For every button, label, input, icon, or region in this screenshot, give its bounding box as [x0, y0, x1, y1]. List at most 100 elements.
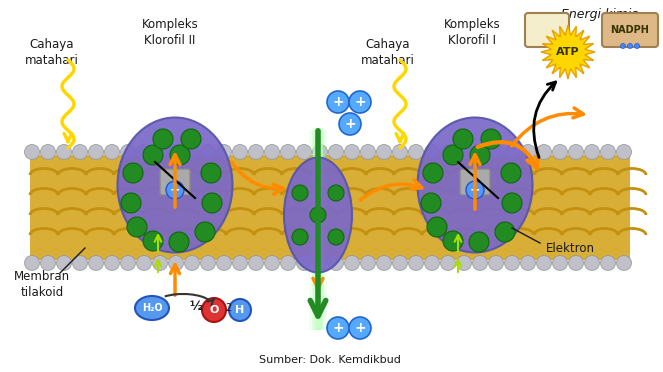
FancyBboxPatch shape — [160, 169, 190, 195]
Circle shape — [25, 256, 40, 270]
Text: ½: ½ — [190, 299, 202, 312]
Circle shape — [327, 317, 349, 339]
Circle shape — [469, 232, 489, 252]
Circle shape — [502, 193, 522, 213]
Circle shape — [568, 144, 583, 160]
Circle shape — [121, 256, 135, 270]
Circle shape — [233, 256, 247, 270]
Circle shape — [423, 163, 443, 183]
Circle shape — [292, 229, 308, 245]
Bar — [30, 155, 630, 260]
Circle shape — [152, 144, 168, 160]
Circle shape — [453, 129, 473, 149]
Circle shape — [56, 256, 72, 270]
FancyBboxPatch shape — [602, 13, 658, 47]
Circle shape — [505, 256, 520, 270]
Circle shape — [617, 256, 631, 270]
Circle shape — [296, 256, 312, 270]
Text: 2: 2 — [225, 303, 231, 313]
Circle shape — [408, 144, 424, 160]
Text: +: + — [332, 95, 344, 109]
Circle shape — [617, 144, 631, 160]
Circle shape — [520, 256, 536, 270]
Circle shape — [345, 256, 359, 270]
Circle shape — [217, 144, 231, 160]
Circle shape — [361, 256, 375, 270]
Circle shape — [408, 256, 424, 270]
Ellipse shape — [418, 118, 532, 253]
Circle shape — [249, 144, 263, 160]
Circle shape — [88, 256, 103, 270]
Circle shape — [361, 144, 375, 160]
Circle shape — [200, 256, 215, 270]
Circle shape — [634, 44, 640, 48]
Circle shape — [601, 144, 615, 160]
Circle shape — [424, 256, 440, 270]
Circle shape — [105, 144, 119, 160]
Circle shape — [166, 181, 184, 199]
Circle shape — [536, 256, 552, 270]
Circle shape — [601, 256, 615, 270]
Circle shape — [143, 231, 163, 251]
Circle shape — [328, 229, 344, 245]
Circle shape — [501, 163, 521, 183]
Circle shape — [201, 163, 221, 183]
Circle shape — [520, 144, 536, 160]
Circle shape — [217, 256, 231, 270]
Circle shape — [121, 144, 135, 160]
Circle shape — [585, 144, 599, 160]
Circle shape — [495, 222, 515, 242]
Circle shape — [424, 144, 440, 160]
Circle shape — [72, 256, 88, 270]
Circle shape — [153, 129, 173, 149]
Circle shape — [421, 193, 441, 213]
Circle shape — [202, 298, 226, 322]
Circle shape — [473, 256, 487, 270]
Circle shape — [349, 91, 371, 113]
Circle shape — [339, 113, 361, 135]
Circle shape — [169, 232, 189, 252]
Text: −: − — [170, 183, 180, 196]
Circle shape — [170, 145, 190, 165]
Circle shape — [427, 217, 447, 237]
Circle shape — [137, 256, 152, 270]
Circle shape — [312, 256, 328, 270]
Text: Elektron: Elektron — [546, 241, 595, 254]
FancyBboxPatch shape — [460, 169, 490, 195]
Circle shape — [292, 185, 308, 201]
Circle shape — [585, 256, 599, 270]
Text: Energi kimia: Energi kimia — [561, 7, 639, 20]
Circle shape — [536, 144, 552, 160]
Circle shape — [200, 144, 215, 160]
FancyBboxPatch shape — [525, 13, 569, 47]
Circle shape — [489, 144, 503, 160]
Circle shape — [349, 317, 371, 339]
Circle shape — [481, 129, 501, 149]
Circle shape — [121, 193, 141, 213]
Circle shape — [470, 145, 490, 165]
Text: NADPH: NADPH — [611, 25, 650, 35]
Text: H₂O: H₂O — [142, 303, 162, 313]
Text: Membran
tilakoid: Membran tilakoid — [14, 270, 70, 299]
Circle shape — [377, 144, 391, 160]
Ellipse shape — [135, 296, 169, 320]
Text: −: − — [470, 183, 480, 196]
Circle shape — [392, 144, 408, 160]
Bar — [312, 130, 324, 330]
Circle shape — [127, 217, 147, 237]
Circle shape — [184, 144, 200, 160]
Circle shape — [440, 144, 455, 160]
Text: H: H — [235, 305, 245, 315]
Circle shape — [392, 256, 408, 270]
Circle shape — [552, 256, 568, 270]
Text: Sumber: Dok. Kemdikbud: Sumber: Dok. Kemdikbud — [259, 355, 401, 365]
Circle shape — [327, 91, 349, 113]
Circle shape — [312, 144, 328, 160]
Circle shape — [25, 144, 40, 160]
Ellipse shape — [284, 157, 352, 273]
Circle shape — [229, 299, 251, 321]
Circle shape — [105, 256, 119, 270]
Bar — [313, 128, 323, 325]
Circle shape — [505, 144, 520, 160]
Circle shape — [40, 256, 56, 270]
